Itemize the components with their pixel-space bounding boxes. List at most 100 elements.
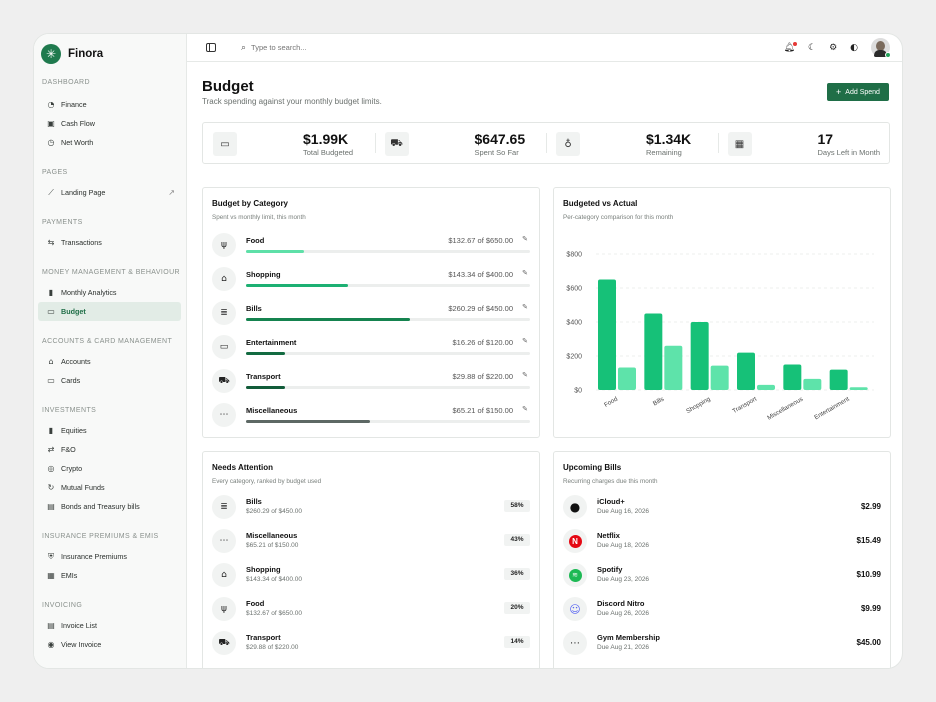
tv-icon: ▭ bbox=[212, 335, 236, 359]
sidebar-item-net-worth[interactable]: ◷ Net Worth bbox=[38, 133, 181, 152]
attention-row[interactable]: ≣ Bills $260.29 of $450.00 58% bbox=[212, 495, 530, 525]
needs-attention-card: Needs Attention Every category, ranked b… bbox=[202, 451, 540, 668]
card-subtitle: Recurring charges due this month bbox=[563, 478, 658, 485]
stat-label: Total Budgeted bbox=[303, 148, 354, 157]
sidebar-item-label: Budget bbox=[61, 307, 86, 316]
edit-pencil-icon[interactable]: ✎ bbox=[522, 269, 528, 277]
eye-icon: ◉ bbox=[47, 640, 55, 649]
sidebar-item-crypto[interactable]: ◎ Crypto bbox=[38, 459, 181, 478]
brand-name: Finora bbox=[68, 47, 104, 60]
bill-name: Netflix bbox=[597, 531, 620, 540]
sidebar-item-mutual-funds[interactable]: ↻ Mutual Funds bbox=[38, 478, 181, 497]
sidebar-item-label: Transactions bbox=[61, 238, 102, 247]
receipt-icon: ≣ bbox=[212, 495, 236, 519]
transactions-icon: ⇆ bbox=[47, 238, 55, 247]
category-row: ≣ Bills $260.29 of $450.00 ✎ bbox=[212, 301, 530, 331]
wallet-icon: ▭ bbox=[213, 132, 237, 156]
discord-icon: ☺ bbox=[563, 597, 587, 621]
sidebar-item-transactions[interactable]: ⇆ Transactions bbox=[38, 233, 181, 252]
nav-section-title: DASHBOARD bbox=[42, 79, 90, 86]
nav-section-title: INVOICING bbox=[42, 602, 83, 609]
bill-row[interactable]: ⋯ Gym Membership Due Aug 21, 2026 $45.00 bbox=[563, 631, 881, 661]
sidebar-item-emis[interactable]: ▦ EMIs bbox=[38, 566, 181, 585]
attention-row[interactable]: ⌂ Shopping $143.34 of $400.00 36% bbox=[212, 563, 530, 593]
topbar: ⌕ 🔔︎ ☾ ⚙ ◐ bbox=[187, 34, 902, 62]
sidebar-item-finance[interactable]: ◔ Finance bbox=[38, 95, 181, 114]
avatar-face bbox=[876, 41, 885, 51]
bank-icon: ⌂ bbox=[48, 357, 54, 366]
sidebar-item-label: Cash Flow bbox=[61, 119, 95, 128]
bar-budgeted-shopping bbox=[690, 322, 709, 390]
percent-badge: 14% bbox=[504, 636, 530, 648]
bill-due-date: Due Aug 21, 2026 bbox=[597, 644, 650, 651]
edit-pencil-icon[interactable]: ✎ bbox=[522, 405, 528, 413]
sidebar-item-equities[interactable]: ▮ Equities bbox=[38, 421, 181, 440]
bill-due-date: Due Aug 18, 2026 bbox=[597, 542, 650, 549]
sidebar-item-f-o[interactable]: ⇄ F&O bbox=[38, 440, 181, 459]
sidebar-item-cash-flow[interactable]: ▣ Cash Flow bbox=[38, 114, 181, 133]
sidebar-item-cards[interactable]: ▭ Cards bbox=[38, 371, 181, 390]
add-spend-button[interactable]: + Add Spend bbox=[827, 83, 889, 101]
app-window: ✳ Finora DASHBOARD ◔ Finance ▣ Cash Flow ◷ Net… bbox=[33, 33, 903, 669]
edit-pencil-icon[interactable]: ✎ bbox=[522, 235, 528, 243]
progress-fill bbox=[246, 318, 411, 321]
budget-vs-actual-chart: $0 $200 $400 $600 $800 Food Bills Shopping Trans… bbox=[566, 252, 874, 422]
attention-row[interactable]: ψ Food $132.67 of $650.00 20% bbox=[212, 597, 530, 627]
brand[interactable]: ✳ Finora bbox=[34, 34, 186, 66]
attention-row[interactable]: ⋯ Miscellaneous $65.21 of $150.00 43% bbox=[212, 529, 530, 559]
attention-name: Food bbox=[246, 599, 265, 608]
sidebar-item-monthly-analytics[interactable]: ▮ Monthly Analytics bbox=[38, 283, 181, 302]
bill-row[interactable]: N Netflix Due Aug 18, 2026 $15.49 bbox=[563, 529, 881, 559]
attention-name: Miscellaneous bbox=[246, 531, 298, 540]
user-avatar[interactable] bbox=[871, 38, 891, 58]
stat-value: $1.99K bbox=[303, 131, 349, 147]
edit-pencil-icon[interactable]: ✎ bbox=[522, 337, 528, 345]
card-subtitle: Spent vs monthly limit, this month bbox=[212, 214, 306, 221]
bill-row[interactable]: ≋ Spotify Due Aug 23, 2026 $10.99 bbox=[563, 563, 881, 593]
sidebar-item-view-invoice[interactable]: ◉ View Invoice bbox=[38, 635, 181, 654]
sidebar-item-label: View Invoice bbox=[61, 640, 102, 649]
sidebar-item-landing-page[interactable]: ⟋ Landing Page ↗ bbox=[38, 183, 181, 202]
stat-value: 17 bbox=[817, 131, 834, 147]
discord-icon-glyph: ☺ bbox=[569, 602, 581, 616]
attention-amount: $260.29 of $450.00 bbox=[246, 508, 303, 515]
sidebar-toggle-icon[interactable] bbox=[206, 43, 216, 52]
palette-icon[interactable]: ◐ bbox=[850, 42, 858, 53]
car-icon: ⛟ bbox=[212, 369, 236, 393]
sidebar-item-invoice-list[interactable]: ▤ Invoice List bbox=[38, 616, 181, 635]
edit-pencil-icon[interactable]: ✎ bbox=[522, 303, 528, 311]
stat-value: $1.34K bbox=[646, 131, 692, 147]
dots-icon: ⋯ bbox=[212, 403, 236, 427]
y-tick-label: $0 bbox=[574, 388, 582, 395]
card-subtitle: Every category, ranked by budget used bbox=[212, 478, 322, 485]
progress-track bbox=[246, 386, 530, 389]
bar-actual-food bbox=[618, 367, 636, 390]
progress-fill bbox=[246, 420, 370, 423]
settings-gear-icon[interactable]: ⚙ bbox=[829, 42, 838, 53]
nav-section-title: MONEY MANAGEMENT & BEHAVIOUR bbox=[42, 269, 180, 276]
gauge-icon: ◔ bbox=[47, 100, 55, 109]
nav-section-title: INSURANCE PREMIUMS & EMIS bbox=[42, 533, 159, 540]
bill-row[interactable]: ☺ Discord Nitro Due Aug 26, 2026 $9.99 bbox=[563, 597, 881, 627]
sidebar-item-insurance-premiums[interactable]: ⛨ Insurance Premiums bbox=[38, 547, 181, 566]
sidebar-item-budget[interactable]: ▭ Budget bbox=[38, 302, 181, 321]
search-input[interactable] bbox=[251, 43, 452, 52]
y-tick-label: $600 bbox=[566, 286, 582, 293]
edit-pencil-icon[interactable]: ✎ bbox=[522, 371, 528, 379]
sidebar-item-bonds-and-treasury-bills[interactable]: ▤ Bonds and Treasury bills bbox=[38, 497, 181, 516]
notification-bell-icon[interactable]: 🔔︎ bbox=[783, 41, 797, 53]
trend-icon: ⟋ bbox=[48, 187, 54, 197]
stat-total-budgeted: ▭ $1.99K Total Budgeted bbox=[203, 123, 375, 163]
attention-row[interactable]: ⛟ Transport $29.88 of $220.00 14% bbox=[212, 631, 530, 661]
bag-icon: ⌂ bbox=[212, 267, 236, 291]
attention-name: Bills bbox=[246, 497, 262, 506]
receipt-icon: ≣ bbox=[212, 301, 236, 325]
y-tick-label: $400 bbox=[566, 320, 582, 327]
theme-moon-icon[interactable]: ☾ bbox=[807, 42, 817, 53]
card-title: Budgeted vs Actual bbox=[563, 199, 638, 208]
stat-value: $647.65 bbox=[474, 131, 526, 147]
x-tick-label: Miscellaneous bbox=[766, 396, 804, 422]
bill-name: Gym Membership bbox=[597, 633, 660, 642]
sidebar-item-accounts[interactable]: ⌂ Accounts bbox=[38, 352, 181, 371]
bill-row[interactable]: ● iCloud+ Due Aug 16, 2026 $2.99 bbox=[563, 495, 881, 525]
